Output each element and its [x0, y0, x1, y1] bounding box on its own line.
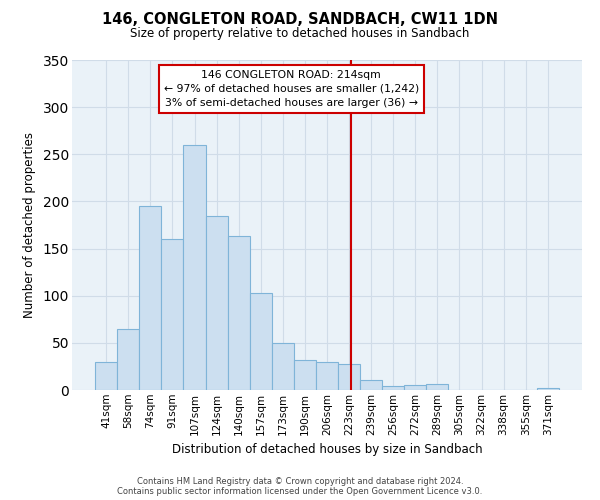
Text: 146, CONGLETON ROAD, SANDBACH, CW11 1DN: 146, CONGLETON ROAD, SANDBACH, CW11 1DN — [102, 12, 498, 28]
Bar — [161, 239, 184, 390]
Bar — [250, 293, 272, 390]
Text: Contains HM Land Registry data © Crown copyright and database right 2024.: Contains HM Land Registry data © Crown c… — [137, 477, 463, 486]
Bar — [537, 388, 559, 390]
Bar — [227, 236, 250, 390]
Bar — [272, 343, 294, 390]
Bar — [294, 360, 316, 390]
Bar — [117, 328, 139, 390]
Bar — [338, 364, 360, 390]
Y-axis label: Number of detached properties: Number of detached properties — [23, 132, 36, 318]
X-axis label: Distribution of detached houses by size in Sandbach: Distribution of detached houses by size … — [172, 443, 482, 456]
Bar — [95, 362, 117, 390]
Text: Contains public sector information licensed under the Open Government Licence v3: Contains public sector information licen… — [118, 487, 482, 496]
Bar — [382, 386, 404, 390]
Bar — [360, 380, 382, 390]
Bar — [316, 362, 338, 390]
Bar — [184, 145, 206, 390]
Bar — [427, 384, 448, 390]
Text: 146 CONGLETON ROAD: 214sqm
← 97% of detached houses are smaller (1,242)
3% of se: 146 CONGLETON ROAD: 214sqm ← 97% of deta… — [164, 70, 419, 108]
Bar — [404, 386, 427, 390]
Text: Size of property relative to detached houses in Sandbach: Size of property relative to detached ho… — [130, 28, 470, 40]
Bar — [206, 216, 227, 390]
Bar — [139, 206, 161, 390]
